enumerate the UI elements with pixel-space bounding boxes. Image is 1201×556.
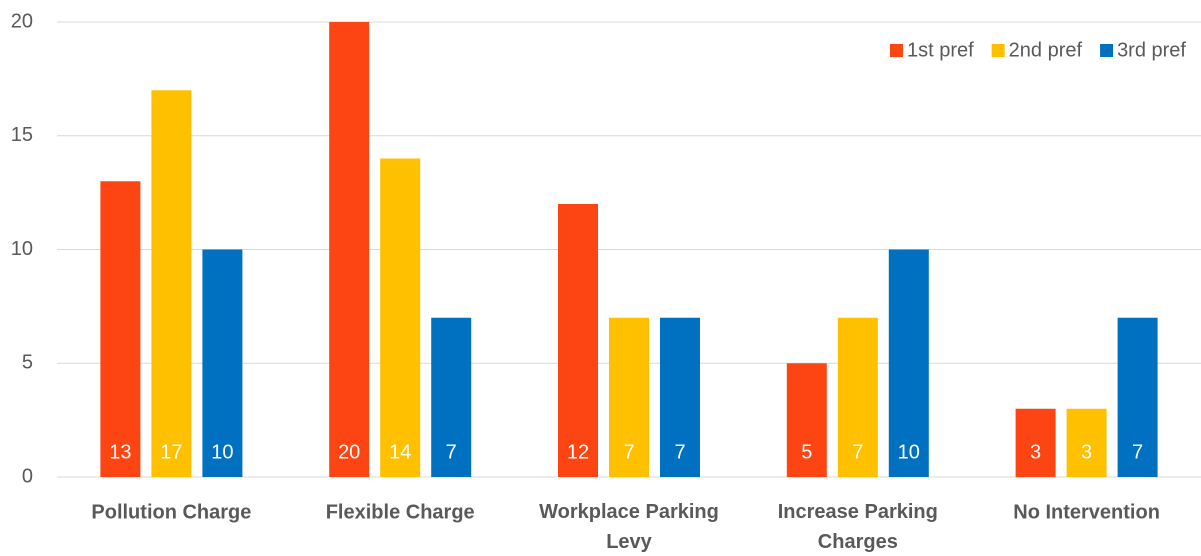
bar [888, 249, 929, 477]
data-label: 10 [211, 441, 233, 463]
bar [609, 317, 649, 477]
bar [786, 363, 827, 477]
legend-swatch [991, 44, 1005, 57]
data-label: 3 [1030, 441, 1041, 463]
legend-swatch [1100, 44, 1114, 57]
data-label: 7 [674, 441, 685, 463]
bar [100, 181, 141, 477]
bar [380, 158, 421, 477]
legend-label: 3rd pref [1117, 39, 1186, 61]
y-tick-label: 10 [11, 238, 33, 260]
y-tick-label: 5 [22, 352, 33, 374]
data-label: 7 [1132, 441, 1143, 463]
bar [660, 317, 700, 477]
data-label: 5 [801, 441, 812, 463]
bar [202, 249, 243, 477]
x-tick-label: Workplace Parking Levy [539, 501, 719, 553]
data-label: 12 [567, 441, 589, 463]
bar [329, 22, 370, 477]
y-tick-label: 20 [11, 10, 33, 32]
data-label: 7 [852, 441, 863, 463]
data-label: 7 [623, 441, 634, 463]
x-tick-label: Pollution Charge [91, 501, 251, 523]
bar [837, 317, 878, 477]
data-label: 13 [109, 441, 131, 463]
data-label: 7 [446, 441, 457, 463]
data-label: 20 [338, 441, 360, 463]
x-tick-label: No Intervention [1013, 501, 1160, 523]
bar [1066, 408, 1107, 477]
legend-swatch [889, 44, 903, 57]
data-label: 10 [898, 441, 920, 463]
data-label: 14 [389, 441, 411, 463]
bar [431, 317, 472, 477]
y-tick-label: 0 [22, 465, 33, 487]
x-tick-label: Increase Parking Charges [778, 501, 938, 553]
legend-label: 1st pref [907, 39, 974, 61]
bar [558, 204, 598, 477]
bar [1117, 317, 1158, 477]
bar [1015, 408, 1056, 477]
legend-label: 2nd pref [1009, 39, 1083, 61]
data-label: 17 [160, 441, 182, 463]
x-tick-label: Flexible Charge [326, 501, 475, 523]
data-label: 3 [1081, 441, 1092, 463]
y-tick-label: 15 [11, 124, 33, 146]
bar [151, 90, 192, 477]
